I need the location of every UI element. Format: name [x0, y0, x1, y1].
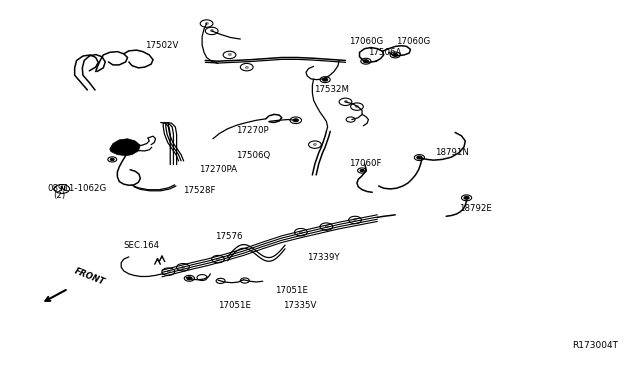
Circle shape [464, 196, 469, 199]
Text: e: e [205, 21, 209, 26]
Text: 17270PA: 17270PA [199, 165, 237, 174]
Circle shape [187, 277, 192, 280]
Text: 08911-1062G: 08911-1062G [47, 184, 106, 193]
Text: e: e [166, 269, 170, 274]
Text: 17576: 17576 [215, 232, 243, 241]
Circle shape [417, 156, 422, 159]
Text: e: e [344, 99, 348, 104]
Text: e: e [355, 104, 359, 109]
Text: e: e [181, 265, 185, 270]
Text: 17339Y: 17339Y [307, 253, 340, 263]
Text: 17506A: 17506A [368, 48, 401, 57]
Circle shape [393, 54, 397, 57]
Text: N: N [59, 186, 65, 192]
Circle shape [110, 158, 114, 161]
Text: e: e [216, 257, 220, 262]
Text: 18791N: 18791N [435, 148, 468, 157]
Text: e: e [244, 65, 249, 70]
Circle shape [293, 119, 298, 122]
Text: e: e [353, 218, 357, 222]
Text: FRONT: FRONT [73, 266, 106, 286]
Text: 17532M: 17532M [314, 85, 349, 94]
Text: R173004T: R173004T [572, 341, 618, 350]
Text: SEC.164: SEC.164 [124, 241, 160, 250]
Text: e: e [324, 224, 328, 229]
Text: e: e [313, 142, 317, 147]
Text: 17060F: 17060F [349, 159, 381, 169]
Text: e: e [210, 28, 214, 33]
Text: 18792E: 18792E [459, 204, 492, 214]
Text: 17270P: 17270P [236, 126, 269, 135]
Text: (2): (2) [54, 191, 66, 200]
Polygon shape [109, 139, 140, 156]
Text: e: e [299, 230, 303, 235]
Text: e: e [228, 52, 232, 57]
Text: 17060G: 17060G [396, 37, 431, 46]
Text: 17051E: 17051E [275, 286, 308, 295]
Circle shape [364, 60, 369, 62]
Text: 17335V: 17335V [283, 301, 316, 311]
Text: 17060G: 17060G [349, 37, 383, 46]
Circle shape [323, 78, 328, 81]
Text: 17051E: 17051E [218, 301, 251, 311]
Circle shape [360, 169, 364, 171]
Text: 17528F: 17528F [183, 186, 216, 195]
Text: 17506Q: 17506Q [236, 151, 270, 160]
Text: 17502V: 17502V [145, 41, 178, 50]
